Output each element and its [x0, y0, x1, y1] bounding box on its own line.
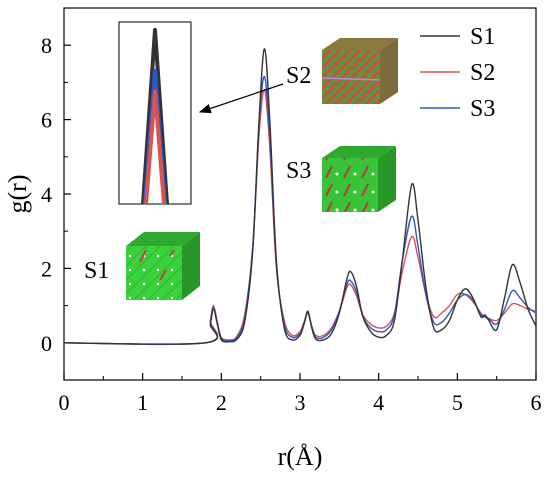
y-tick-label: 2 [41, 256, 52, 281]
inset-peaks [141, 28, 169, 205]
s2-cube-image [321, 38, 398, 104]
tick-labels: 0 1 2 3 4 5 6 0 2 4 6 8 [41, 33, 542, 415]
series-lines [64, 48, 536, 346]
x-tick-label: 4 [373, 390, 384, 415]
inset-zoom [118, 21, 192, 205]
s1-cube-image [126, 232, 200, 300]
legend-label-s1: S1 [470, 24, 495, 50]
x-tick-label: 0 [59, 390, 70, 415]
annotation-s1: S1 [84, 258, 109, 284]
structure-s2: S2 [286, 38, 398, 104]
x-tick-label: 3 [295, 390, 306, 415]
x-tick-label: 1 [137, 390, 148, 415]
legend-label-s2: S2 [470, 60, 495, 86]
y-tick-label: 0 [41, 331, 52, 356]
s3-cube-image [322, 146, 396, 212]
x-tick-label: 6 [531, 390, 542, 415]
legend: S1 S2 S3 [420, 24, 495, 122]
y-axis-title: g(r) [3, 175, 32, 214]
y-tick-label: 8 [41, 33, 52, 58]
x-tick-label: 5 [452, 390, 463, 415]
y-tick-label: 6 [41, 108, 52, 133]
legend-label-s3: S3 [470, 96, 495, 122]
series-line-s1 [64, 48, 536, 345]
y-tick-label: 4 [41, 182, 52, 207]
structure-s3: S3 [286, 146, 396, 212]
structure-s1: S1 [84, 232, 200, 300]
inset-arrow [198, 83, 284, 114]
inset-peak-s2 [144, 89, 166, 205]
axis-ticks [63, 7, 537, 380]
annotation-s3: S3 [286, 158, 311, 184]
x-tick-label: 2 [216, 390, 227, 415]
inset-peak-s1 [141, 28, 169, 205]
annotation-s2: S2 [286, 63, 311, 89]
x-axis-title: r(Å) [278, 442, 323, 471]
